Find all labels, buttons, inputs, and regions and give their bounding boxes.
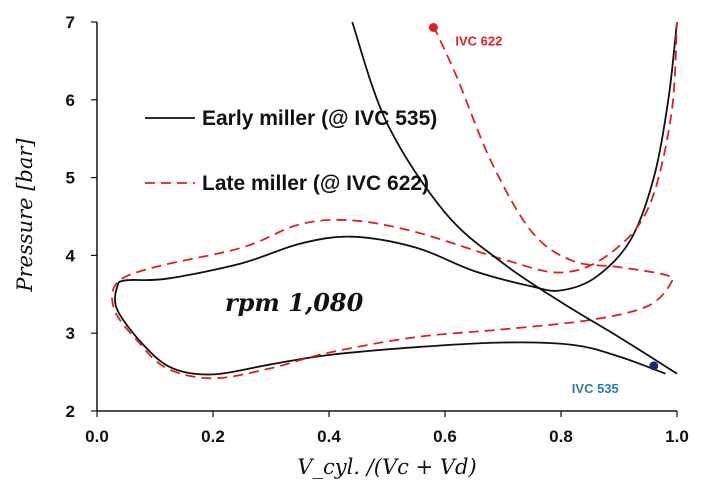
- ivc-marker-label: IVC 622: [455, 33, 502, 48]
- legend: Early miller (@ IVC 535) Late miller (@ …: [145, 107, 437, 195]
- compression-curve: [351, 21, 678, 375]
- rpm-annotation: rpm 1,080: [225, 288, 364, 317]
- ivc-marker-dot: [649, 361, 659, 371]
- late-miller-curve: [111, 21, 678, 380]
- early-miller-curve: [114, 21, 678, 376]
- legend-label-late: Late miller (@ IVC 622): [202, 172, 429, 195]
- ivc-marker-dot: [428, 22, 438, 32]
- y-tick-label: 3: [66, 324, 75, 343]
- x-tick-label: 0.8: [549, 427, 573, 446]
- y-tick-label: 7: [66, 13, 75, 32]
- legend-label-early: Early miller (@ IVC 535): [202, 107, 437, 130]
- x-tick-label: 0.4: [317, 427, 341, 446]
- x-axis-title: V_cyl. /(Vc + Vd): [297, 455, 476, 479]
- x-ticks: 0.0 0.2 0.4 0.6 0.8 1.0: [85, 411, 689, 446]
- y-ticks: 2 3 4 5 6 7: [66, 13, 97, 421]
- y-tick-label: 4: [66, 246, 76, 265]
- y-axis-title: Pressure [bar]: [13, 138, 37, 293]
- ivc-markers: IVC 622 IVC 535: [428, 22, 659, 396]
- x-tick-label: 0.6: [433, 427, 457, 446]
- ivc-marker-label: IVC 535: [572, 381, 619, 396]
- x-tick-label: 1.0: [665, 427, 689, 446]
- y-tick-label: 2: [66, 402, 75, 421]
- series-lines: [111, 21, 678, 380]
- y-tick-label: 6: [66, 91, 75, 110]
- axes: [96, 22, 677, 412]
- x-tick-label: 0.0: [85, 427, 109, 446]
- x-tick-label: 0.2: [201, 427, 225, 446]
- y-tick-label: 5: [66, 169, 75, 188]
